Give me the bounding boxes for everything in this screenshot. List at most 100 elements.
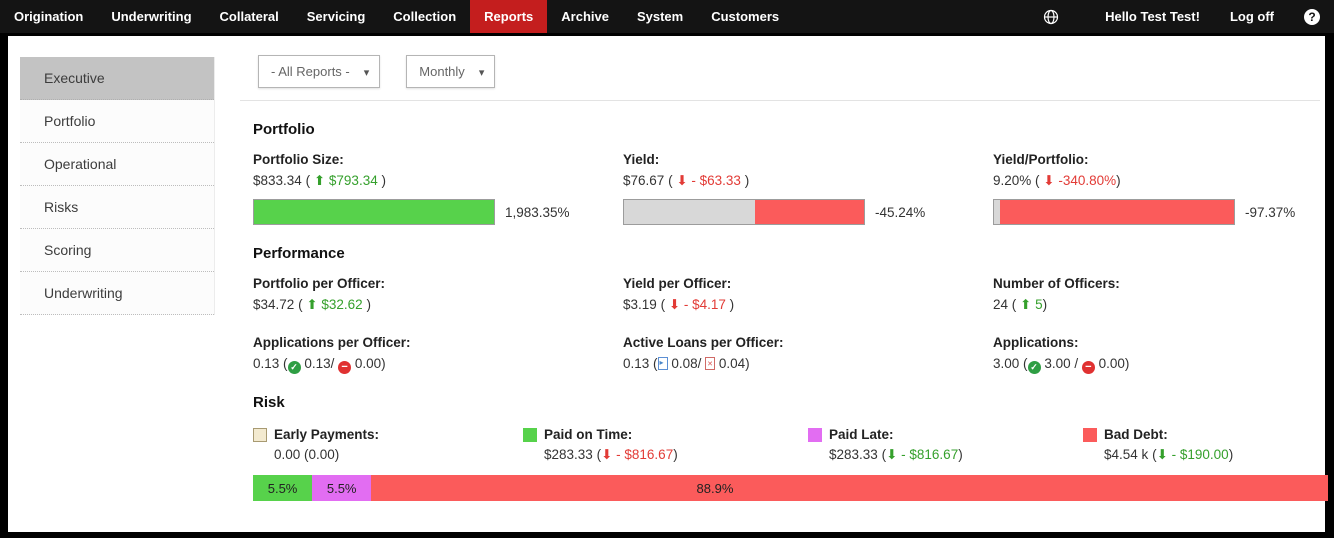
portfolio-heading: Portfolio xyxy=(253,121,315,138)
portfolio-kpi-grid: Portfolio Size: $833.34 ( ⬆ $793.34 ) 1,… xyxy=(253,152,1325,225)
sidebar-item-risks[interactable]: Risks xyxy=(20,186,214,229)
bar-fill xyxy=(1000,200,1234,224)
bar-percent-label: -45.24% xyxy=(875,204,926,220)
closed-loans-doc-icon xyxy=(705,357,716,370)
kpi-portfolio-per-officer: Portfolio per Officer: $34.72 ( ⬆ $32.62… xyxy=(253,276,623,313)
down-arrow-icon: ⬇ xyxy=(1156,447,1168,462)
up-arrow-icon: ⬆ xyxy=(1020,297,1032,312)
kpi-label: Applications per Officer: xyxy=(253,335,411,350)
portfolio-size-bar-row: 1,983.35% xyxy=(253,199,623,225)
report-filter-select[interactable]: - All Reports - xyxy=(258,55,381,88)
portfolio-size-bar xyxy=(253,199,495,225)
nav-item-collateral[interactable]: Collateral xyxy=(219,9,279,24)
legend-value: $283.33 (⬇ - $816.67) xyxy=(829,447,963,462)
period-filter-value: Monthly xyxy=(419,64,465,79)
segment-label: 88.9% xyxy=(696,480,734,496)
main-panel: - All Reports - Monthly Portfolio Portfo… xyxy=(240,36,1328,532)
bar-percent-label: 1,983.35% xyxy=(505,204,570,220)
down-arrow-icon: ⬇ xyxy=(886,447,898,462)
segment-label: 5.5% xyxy=(267,480,298,496)
nav-item-origination[interactable]: Origination xyxy=(14,9,84,24)
kpi-applications: Applications: 3.00 ( 3.00 / 0.00) xyxy=(993,335,1325,374)
segment-label: 5.5% xyxy=(326,480,357,496)
nav-item-servicing[interactable]: Servicing xyxy=(306,9,366,24)
minus-circle-icon xyxy=(338,360,352,374)
kpi-label: Yield per Officer: xyxy=(623,276,732,291)
down-arrow-icon: ⬇ xyxy=(668,297,681,312)
yield-bar-row: -45.24% xyxy=(623,199,993,225)
legend-label: Paid Late: xyxy=(829,427,894,442)
kpi-value: $3.19 ( ⬇ - $4.17 ) xyxy=(623,297,735,312)
performance-heading: Performance xyxy=(253,245,345,262)
risk-heading: Risk xyxy=(253,394,285,411)
paid-on-time-swatch xyxy=(523,427,537,442)
kpi-yield-portfolio: Yield/Portfolio: 9.20% ( ⬇ -340.80%) -97… xyxy=(993,152,1325,225)
kpi-value: 0.13 ( 0.08/ 0.04) xyxy=(623,356,993,371)
bar-fill xyxy=(254,200,494,224)
kpi-number-of-officers: Number of Officers: 24 ( ⬆ 5) xyxy=(993,276,1325,313)
chevron-down-icon xyxy=(479,64,485,79)
legend-label: Early Payments: xyxy=(274,427,380,442)
down-arrow-icon: ⬇ xyxy=(1043,173,1055,188)
report-filter-value: - All Reports - xyxy=(271,64,350,79)
period-filter-select[interactable]: Monthly xyxy=(406,55,496,88)
legend-early-payments: Early Payments: 0.00 (0.00) xyxy=(253,427,523,463)
kpi-label: Portfolio Size: xyxy=(253,152,344,167)
nav-item-system[interactable]: System xyxy=(636,9,684,24)
paid-late-segment: 5.5% xyxy=(312,475,372,501)
down-arrow-icon: ⬇ xyxy=(601,447,613,462)
kpi-active-loans-per-officer: Active Loans per Officer: 0.13 ( 0.08/ 0… xyxy=(623,335,993,374)
risk-legend: Early Payments: 0.00 (0.00) Paid on Time… xyxy=(253,427,1325,463)
yield-portfolio-bar-row: -97.37% xyxy=(993,199,1325,225)
kpi-label: Yield/Portfolio: xyxy=(993,152,1089,167)
legend-value: $4.54 k (⬇ - $190.00) xyxy=(1104,447,1234,462)
legend-bad-debt: Bad Debt: $4.54 k (⬇ - $190.00) xyxy=(1083,427,1325,463)
legend-value: 0.00 (0.00) xyxy=(274,447,340,462)
sidebar-item-underwriting[interactable]: Underwriting xyxy=(20,272,214,315)
chevron-down-icon xyxy=(364,64,370,79)
kpi-portfolio-size: Portfolio Size: $833.34 ( ⬆ $793.34 ) 1,… xyxy=(253,152,623,225)
kpi-applications-per-officer: Applications per Officer: 0.13 ( 0.13/ 0… xyxy=(253,335,623,374)
help-icon[interactable]: ? xyxy=(1304,8,1320,25)
kpi-value: $833.34 ( ⬆ $793.34 ) xyxy=(253,173,386,188)
globe-icon[interactable] xyxy=(1043,9,1059,25)
kpi-label: Portfolio per Officer: xyxy=(253,276,386,291)
legend-paid-on-time: Paid on Time: $283.33 (⬇ - $816.67) xyxy=(523,427,808,463)
kpi-value: 9.20% ( ⬇ -340.80%) xyxy=(993,173,1121,188)
divider xyxy=(240,100,1320,101)
nav-item-collection[interactable]: Collection xyxy=(393,9,457,24)
top-nav: Origination Underwriting Collateral Serv… xyxy=(0,0,1334,33)
down-arrow-icon: ⬇ xyxy=(676,173,688,188)
nav-item-underwriting[interactable]: Underwriting xyxy=(111,9,192,24)
open-loans-doc-icon xyxy=(657,357,668,370)
kpi-label: Applications: xyxy=(993,335,1079,350)
yield-portfolio-bar xyxy=(993,199,1235,225)
paid-late-swatch xyxy=(808,427,822,442)
legend-label: Bad Debt: xyxy=(1104,427,1168,442)
user-greeting: Hello Test Test! xyxy=(1105,9,1200,24)
sidebar-item-portfolio[interactable]: Portfolio xyxy=(20,100,214,143)
bad-debt-swatch xyxy=(1083,427,1097,442)
sidebar-item-operational[interactable]: Operational xyxy=(20,143,214,186)
bad-debt-segment: 88.9% xyxy=(371,475,1328,501)
nav-right: Hello Test Test! Log off ? xyxy=(1043,0,1334,33)
filter-row: - All Reports - Monthly xyxy=(258,55,1325,88)
kpi-value: $76.67 ( ⬇ - $63.33 ) xyxy=(623,173,750,188)
nav-item-archive[interactable]: Archive xyxy=(561,9,609,24)
performance-row-2: Applications per Officer: 0.13 ( 0.13/ 0… xyxy=(253,335,1325,374)
legend-paid-late: Paid Late: $283.33 (⬇ - $816.67) xyxy=(808,427,1083,463)
check-circle-icon xyxy=(287,361,301,374)
logoff-link[interactable]: Log off xyxy=(1229,9,1274,24)
nav-item-reports[interactable]: Reports xyxy=(470,0,548,33)
sidebar-item-executive[interactable]: Executive xyxy=(20,57,214,100)
legend-label: Paid on Time: xyxy=(544,427,633,442)
sidebar: Executive Portfolio Operational Risks Sc… xyxy=(20,57,215,315)
kpi-yield: Yield: $76.67 ( ⬇ - $63.33 ) -45.24% xyxy=(623,152,993,225)
bar-percent-label: -97.37% xyxy=(1245,204,1296,220)
nav-item-customers[interactable]: Customers xyxy=(711,9,780,24)
performance-row-1: Portfolio per Officer: $34.72 ( ⬆ $32.62… xyxy=(253,276,1325,313)
yield-bar xyxy=(623,199,865,225)
sidebar-item-scoring[interactable]: Scoring xyxy=(20,229,214,272)
legend-value: $283.33 (⬇ - $816.67) xyxy=(544,447,678,462)
kpi-value: 3.00 ( 3.00 / 0.00) xyxy=(993,356,1325,374)
